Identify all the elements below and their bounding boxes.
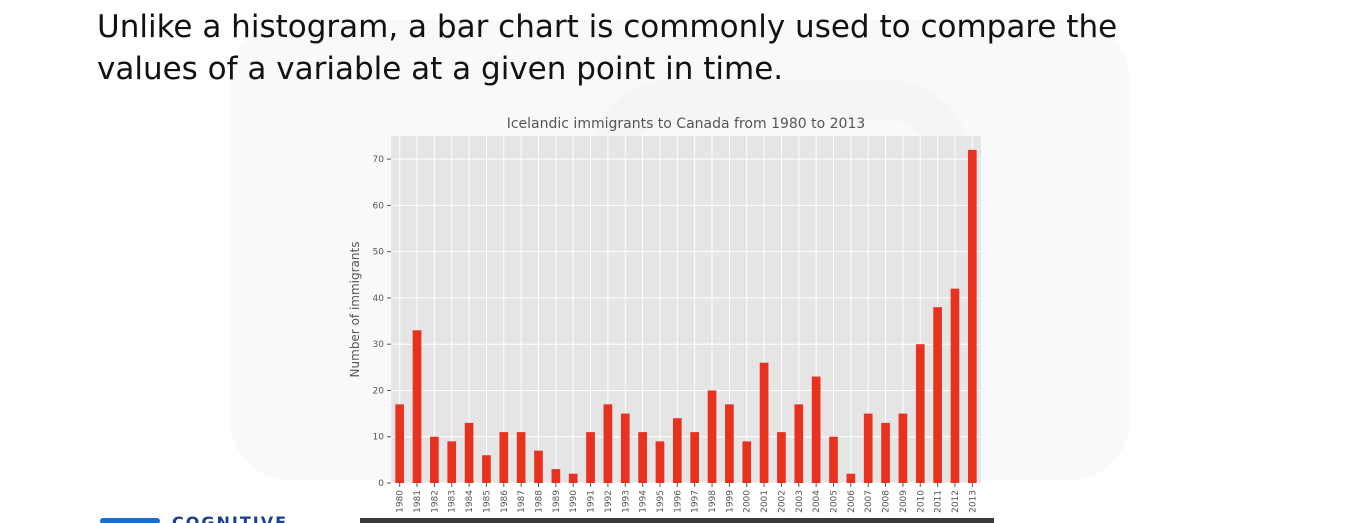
bar-1987	[516, 432, 526, 483]
chart-svg: 0 10 20 30 40 50 60 70 1980 1981 1982 1983 1984 1985…	[348, 116, 981, 513]
slide-body-text: Unlike a histogram, a bar chart is commo…	[97, 6, 1277, 90]
bar-1988	[534, 450, 543, 483]
x-tick-label: 1980	[396, 490, 406, 513]
x-tick-label: 1989	[552, 490, 562, 513]
video-progress-bar	[360, 518, 994, 523]
bar-chart: 0 10 20 30 40 50 60 70 1980 1981 1982 1983 1984 1985…	[338, 108, 998, 522]
y-tick-label: 60	[373, 201, 385, 211]
bar-1997	[690, 432, 700, 483]
y-axis-label: Number of immigrants	[348, 242, 362, 378]
bar-2007	[863, 413, 873, 483]
x-tick-label: 2004	[812, 490, 822, 513]
bar-1994	[638, 432, 647, 483]
x-tick-label: 2011	[934, 490, 944, 513]
x-tick-label: 2009	[899, 490, 909, 513]
bar-1980	[395, 404, 405, 483]
x-tick-label: 2012	[951, 490, 961, 513]
x-tick-label: 1992	[604, 490, 614, 513]
bar-1986	[499, 432, 509, 483]
x-tick-label: 1986	[500, 490, 510, 513]
bar-1992	[603, 404, 613, 483]
y-tick-label: 20	[373, 386, 385, 396]
x-tick-label: 2005	[830, 490, 840, 513]
x-tick-label: 2007	[864, 490, 874, 513]
y-tick-label: 50	[373, 248, 385, 258]
y-tick-label: 40	[373, 294, 385, 304]
bar-2005	[829, 436, 838, 483]
bar-1983	[447, 441, 457, 483]
bar-1996	[672, 418, 682, 483]
y-tick-label: 0	[378, 479, 384, 489]
bar-1990	[568, 473, 578, 483]
bar-1985	[482, 455, 491, 483]
x-tick-label: 2010	[916, 490, 926, 513]
bar-2012	[950, 288, 960, 483]
x-tick-label: 1994	[639, 490, 649, 513]
x-tick-label: 1984	[465, 490, 475, 513]
slide-text-line-1: Unlike a histogram, a bar chart is commo…	[97, 9, 1118, 45]
bar-1995	[655, 441, 665, 483]
x-tick-label: 1991	[587, 490, 597, 513]
y-axis: 0 10 20 30 40 50 60 70	[373, 155, 391, 489]
x-tick-label: 1983	[448, 490, 458, 513]
bar-2006	[846, 473, 856, 483]
logo-text: COGNITIVE	[172, 513, 288, 523]
bar-2009	[898, 413, 908, 483]
x-tick-label: 1985	[482, 490, 492, 513]
brand-logo: COGNITIVE	[100, 512, 300, 523]
bar-2010	[915, 344, 925, 483]
bar-1998	[707, 390, 717, 483]
bar-1991	[586, 432, 595, 483]
x-tick-label: 1993	[621, 490, 631, 513]
y-tick-label: 30	[373, 340, 385, 350]
x-tick-label: 2000	[743, 490, 753, 513]
bar-1981	[412, 330, 422, 483]
bar-2008	[881, 422, 890, 483]
bar-2013	[967, 149, 977, 483]
bar-2004	[811, 376, 821, 483]
x-tick-label: 2002	[777, 490, 787, 513]
x-tick-label: 1990	[569, 490, 579, 513]
x-tick-label: 1987	[517, 490, 527, 513]
x-tick-label: 1996	[673, 490, 683, 513]
x-tick-label: 2001	[760, 490, 770, 513]
chart-title: Icelandic immigrants to Canada from 1980…	[507, 116, 866, 132]
slide-text-line-2: values of a variable at a given point in…	[97, 51, 784, 87]
bar-2000	[742, 441, 752, 483]
bar-2011	[933, 307, 942, 483]
bar-2003	[794, 404, 804, 483]
bar-1982	[430, 436, 439, 483]
x-tick-label: 1981	[413, 490, 423, 513]
x-tick-label: 1999	[725, 490, 735, 513]
x-tick-label: 2003	[795, 490, 805, 513]
bar-1993	[620, 413, 630, 483]
x-tick-label: 1998	[708, 490, 718, 513]
bar-1989	[551, 469, 561, 483]
x-tick-label: 1997	[691, 490, 701, 513]
x-tick-label: 2008	[882, 490, 892, 513]
bar-2001	[759, 362, 769, 483]
plot-area	[391, 136, 981, 483]
x-tick-label: 2013	[968, 490, 978, 513]
bars	[395, 149, 977, 483]
x-tick-label: 1995	[656, 490, 666, 513]
x-tick-label: 1982	[430, 490, 440, 513]
x-axis: 1980 1981 1982 1983 1984 1985 1986 1987 1988 1989…	[396, 483, 978, 513]
bar-2002	[777, 432, 786, 483]
bar-1999	[725, 404, 734, 483]
y-tick-label: 10	[373, 433, 385, 443]
x-tick-label: 1988	[535, 490, 545, 513]
x-tick-label: 2006	[847, 490, 857, 513]
bar-1984	[464, 422, 474, 483]
logo-mark	[100, 518, 160, 523]
y-tick-label: 70	[373, 155, 385, 165]
